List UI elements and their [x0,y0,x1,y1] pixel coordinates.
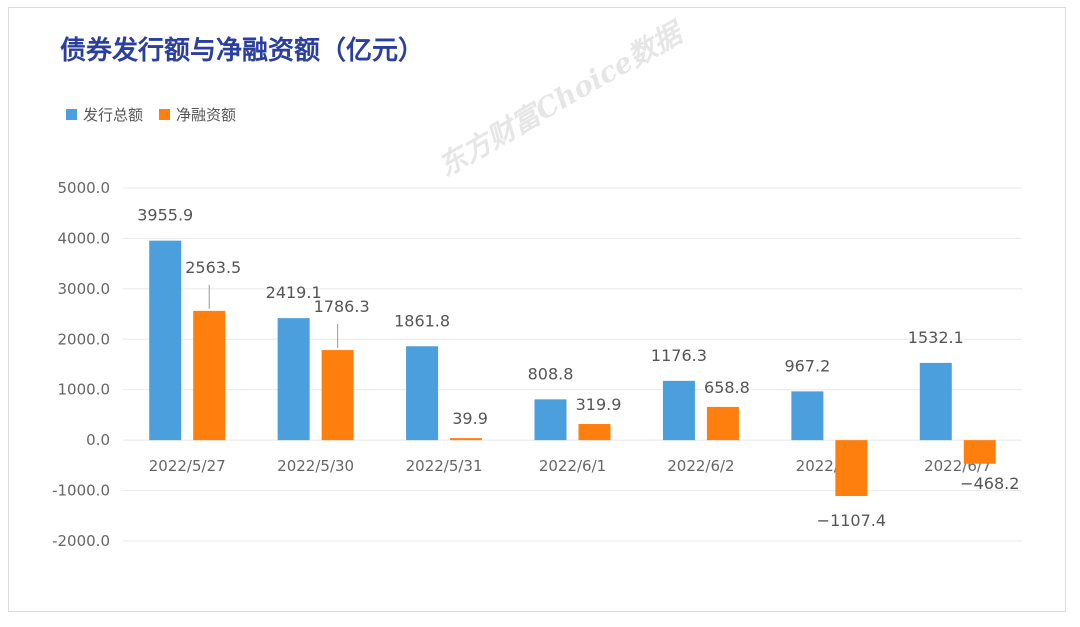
legend-item-issuance: 发行总额 [66,104,143,125]
data-label: 319.9 [576,395,622,414]
legend: 发行总额 净融资额 [66,104,236,125]
x-tick-label: 2022/5/30 [277,457,354,475]
data-label: 3955.9 [137,206,193,225]
bar-net-financing [706,406,739,441]
y-tick-label: -2000.0 [52,532,110,550]
data-label: 1786.3 [314,297,370,316]
legend-swatch-net-financing [159,109,171,120]
data-label: −1107.4 [817,511,886,530]
bar-issuance [662,380,695,441]
bar-net-financing [578,424,611,441]
legend-label-issuance: 发行总额 [83,106,144,124]
bar-issuance [919,362,952,441]
data-label: 658.8 [704,378,750,397]
bar-issuance [149,240,182,441]
data-label: 967.2 [784,356,830,375]
bar-net-financing [450,438,483,441]
y-tick-label: -1000.0 [52,482,110,500]
data-label: 2563.5 [185,258,241,277]
y-tick-label: 1000.0 [58,381,111,399]
x-tick-label: 2022/6/1 [539,457,606,475]
data-label: 1176.3 [651,346,707,365]
data-label: 39.9 [452,409,488,428]
data-label: 808.8 [528,364,574,383]
bar-issuance [791,391,824,441]
y-tick-label: 4000.0 [58,229,111,247]
bar-net-financing [321,350,354,441]
legend-swatch-issuance [66,109,77,120]
bar-net-financing [963,440,996,464]
data-label: 1861.8 [394,311,450,330]
data-label: 2419.1 [266,283,322,302]
bar-net-financing [193,310,226,441]
data-label: 1532.1 [908,328,964,347]
y-tick-label: 5000.0 [58,179,111,197]
bar-issuance [406,346,439,441]
legend-label-net-financing: 净融资额 [176,106,237,124]
data-label: −468.2 [960,474,1019,493]
bar-net-financing [835,440,868,496]
bar-issuance [277,318,310,441]
x-tick-label: 2022/6/2 [667,457,734,475]
y-tick-label: 3000.0 [58,280,111,298]
legend-item-net-financing: 净融资额 [159,104,236,125]
chart-title: 债券发行额与净融资额（亿元） [60,36,425,66]
x-tick-label: 2022/5/31 [406,457,483,475]
x-tick-label: 2022/5/27 [149,457,226,475]
y-tick-label: 2000.0 [58,330,111,348]
chart-frame [8,7,1066,612]
y-tick-label: 0.0 [86,431,110,449]
bar-issuance [534,399,567,441]
